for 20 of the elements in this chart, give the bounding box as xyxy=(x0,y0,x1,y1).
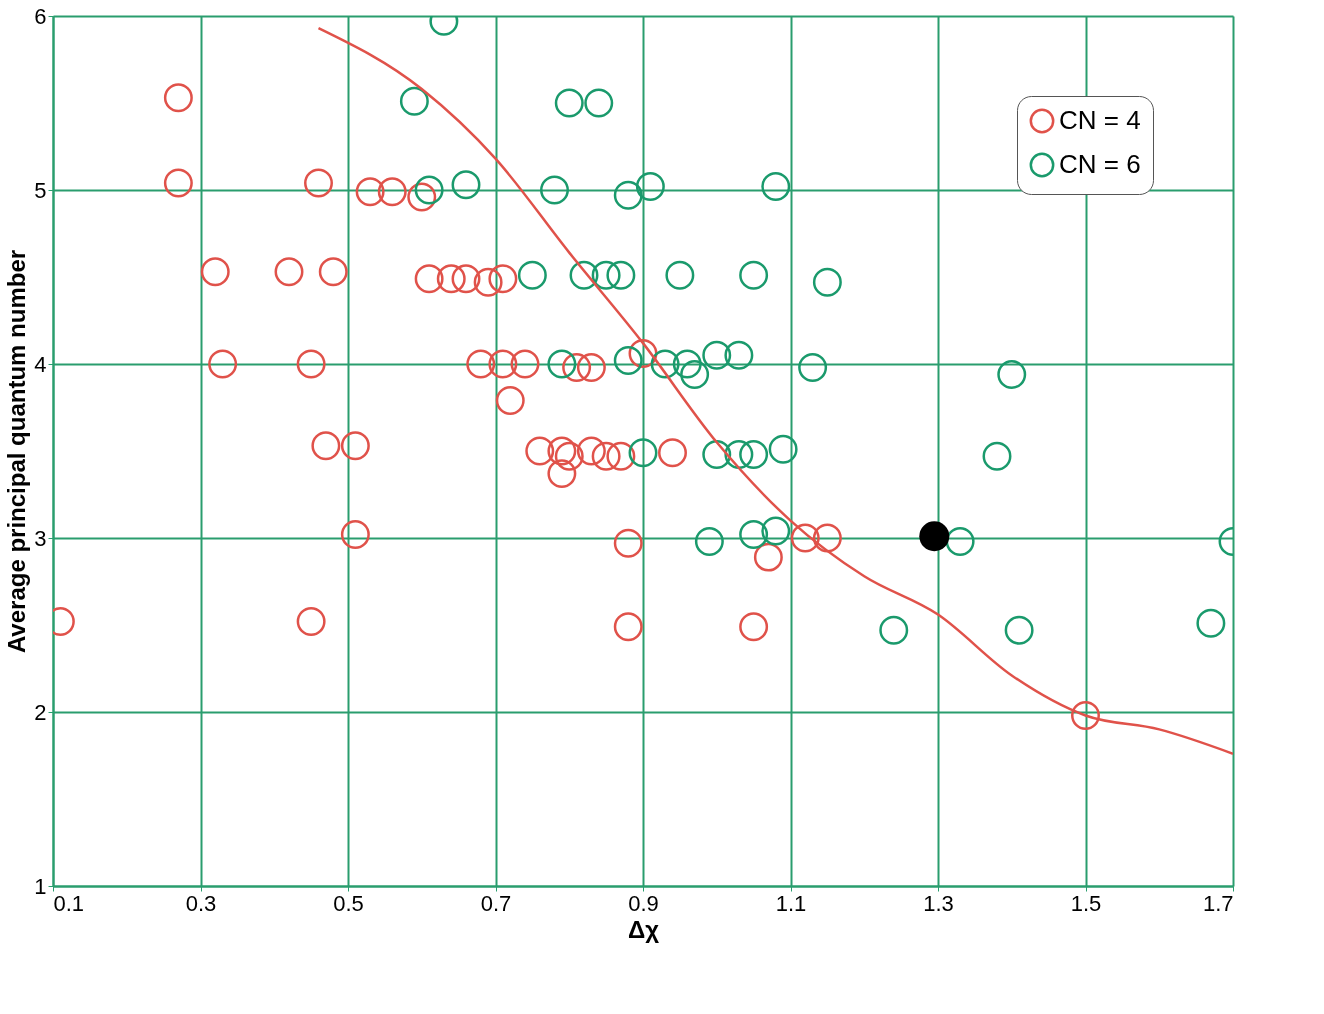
x-tick-label: 0.5 xyxy=(333,890,364,916)
x-tick-label: 0.9 xyxy=(628,890,659,916)
x-tick-label: 1.3 xyxy=(923,890,954,916)
x-tick-label: 1.1 xyxy=(775,890,807,916)
y-tick-label: 1 xyxy=(34,873,47,899)
y-tick-label: 2 xyxy=(34,699,47,725)
y-axis-title: Average principal quantum number xyxy=(3,249,31,654)
x-tick-label: 0.1 xyxy=(53,890,85,916)
x-tick-label: 0.7 xyxy=(480,890,512,916)
x-tick-label: 0.3 xyxy=(185,890,217,916)
line-series xyxy=(317,26,1233,756)
x-tick-label: 1.5 xyxy=(1070,890,1102,916)
y-tick-label: 3 xyxy=(34,525,47,551)
legend-label: CN = 6 xyxy=(1059,149,1141,179)
x-axis-title: Δχ xyxy=(627,915,660,943)
y-tick-label: 4 xyxy=(34,351,47,377)
legend-label: CN = 4 xyxy=(1059,105,1141,135)
x-tick-label: 1.7 xyxy=(1202,890,1234,916)
y-tick-label: 5 xyxy=(34,177,47,203)
y-tick-label: 6 xyxy=(34,3,47,29)
